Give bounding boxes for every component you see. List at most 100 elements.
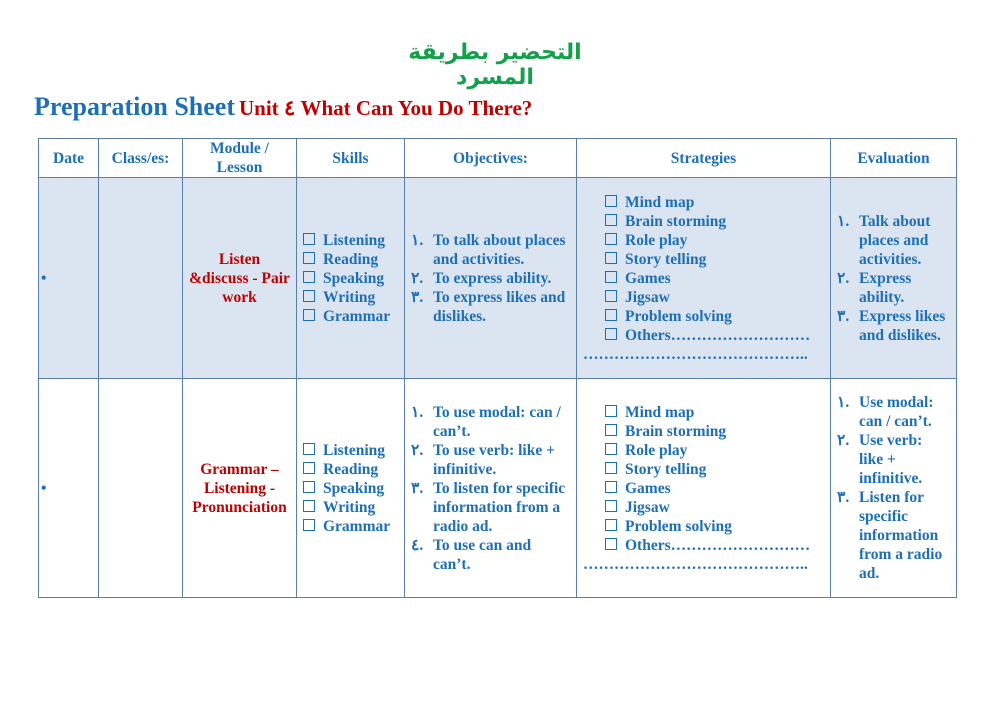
evaluation-item: ٣. Express likes and dislikes. [837,307,950,345]
strategy-label: Mind map [625,193,695,211]
checkbox-icon [605,327,617,340]
item-text: To express likes and dislikes. [433,288,566,325]
item-text: Talk about places and activities. [859,212,931,268]
checkbox-icon [605,499,617,512]
objective-item: ١. To talk about places and activities. [411,231,570,269]
skill-checkbox[interactable]: Listening [303,441,398,460]
item-number: ٢. [837,432,850,449]
skill-label: Speaking [323,269,385,287]
strategy-label: Role play [625,231,688,249]
skill-label: Reading [323,460,379,478]
strategy-label: Problem solving [625,517,732,535]
strategy-checkbox[interactable]: Jigsaw [583,498,824,517]
objective-item: ٢. To use verb: like + infinitive. [411,441,570,479]
skill-label: Writing [323,288,376,306]
title-unit: Unit ٤ What Can You Do There? [239,96,533,120]
strategy-checkbox[interactable]: Brain storming [583,212,824,231]
title-main: Preparation Sheet [34,92,235,121]
strategy-checkbox[interactable]: Story telling [583,460,824,479]
skill-label: Reading [323,250,379,268]
objectives-cell: ١. To use modal: can / can’t. ٢. To use ver… [404,378,577,598]
checkbox-icon [605,213,617,226]
checkbox-icon [303,289,315,302]
item-text: To use verb: like + infinitive. [433,441,555,478]
strategy-label: Games [625,269,671,287]
item-number: ٤. [411,536,424,554]
strategy-checkbox[interactable]: Mind map [583,403,824,422]
evaluation-cell: ١. Talk about places and activities. ٢. Exp… [830,177,957,379]
header-strategies: Strategies [576,138,831,178]
item-text: Listen for specific information from a r… [859,489,943,582]
strategy-checkbox[interactable]: Mind map [583,193,824,212]
item-number: ١. [837,394,850,411]
skill-checkbox[interactable]: Listening [303,231,398,250]
skill-checkbox[interactable]: Writing [303,498,398,517]
header-lesson: Module / Lesson [182,138,297,178]
checkbox-icon [605,194,617,207]
checkbox-icon [303,308,315,321]
page-title: Preparation Sheet Unit ٤ What Can You Do… [34,92,532,122]
lesson-cell: Grammar – Listening - Pronunciation [182,378,297,598]
strategy-label: Jigsaw [625,288,670,306]
item-number: ١. [411,403,424,421]
checkbox-icon [303,232,315,245]
item-text: Use modal: can / can’t. [859,394,934,430]
header-skills: Skills [296,138,405,178]
strategy-checkbox[interactable]: Brain storming [583,422,824,441]
strategy-checkbox[interactable]: Jigsaw [583,288,824,307]
header-date: Date [38,138,99,178]
skill-checkbox[interactable]: Writing [303,288,398,307]
checkbox-icon [605,232,617,245]
checkbox-icon [605,270,617,283]
item-number: ٢. [837,269,850,287]
checkbox-icon [605,461,617,474]
skill-label: Writing [323,498,376,516]
checkbox-icon [303,480,315,493]
skill-checkbox[interactable]: Grammar [303,517,398,536]
skill-checkbox[interactable]: Speaking [303,479,398,498]
strategy-label: Problem solving [625,307,732,325]
skill-checkbox[interactable]: Grammar [303,307,398,326]
objective-item: ٤. To use can and can’t. [411,536,570,574]
item-number: ١. [411,231,424,249]
checkbox-icon [605,537,617,550]
item-number: ٢. [411,269,424,287]
item-text: To listen for specific information from … [433,479,566,535]
skill-label: Speaking [323,479,385,497]
evaluation-item: ١. Use modal: can / can’t. [837,393,950,431]
table-row: • Grammar – Listening - Pronunciation List… [38,378,957,598]
checkbox-icon [605,404,617,417]
item-text: Express ability. [859,269,912,306]
date-cell: • [38,378,99,598]
strategy-checkbox[interactable]: Role play [583,441,824,460]
arabic-title: التحضير بطريقة المسرد [408,40,582,90]
strategy-checkbox[interactable]: Problem solving [583,517,824,536]
table-row: • Listen &discuss - Pair work Listening Rea… [38,177,957,379]
strategy-checkbox[interactable]: Role play [583,231,824,250]
strategy-checkbox[interactable]: Games [583,479,824,498]
strategy-checkbox[interactable]: Others……………………… [583,536,824,555]
strategy-label: Others……………………… [625,536,811,554]
strategy-checkbox[interactable]: Others……………………… [583,326,824,345]
objective-item: ٢. To express ability. [411,269,570,288]
skill-checkbox[interactable]: Speaking [303,269,398,288]
item-text: To use can and can’t. [433,536,532,573]
skills-cell: Listening Reading Speaking Writing Grammar [296,177,405,379]
skill-label: Listening [323,441,386,459]
item-number: ٣. [837,489,850,506]
evaluation-item: ٢. Use verb: like + infinitive. [837,431,950,488]
strategy-checkbox[interactable]: Problem solving [583,307,824,326]
strategy-label: Story telling [625,250,707,268]
strategy-checkbox[interactable]: Story telling [583,250,824,269]
checkbox-icon [303,461,315,474]
others-line: …………………………………….. [583,345,808,363]
checkbox-icon [605,518,617,531]
item-text: To use modal: can / can’t. [433,403,561,440]
checkbox-icon [605,308,617,321]
skill-checkbox[interactable]: Reading [303,460,398,479]
strategy-checkbox[interactable]: Games [583,269,824,288]
skill-checkbox[interactable]: Reading [303,250,398,269]
checkbox-icon [605,251,617,264]
evaluation-item: ٣. Listen for specific information from a… [837,488,950,583]
checkbox-icon [303,251,315,264]
